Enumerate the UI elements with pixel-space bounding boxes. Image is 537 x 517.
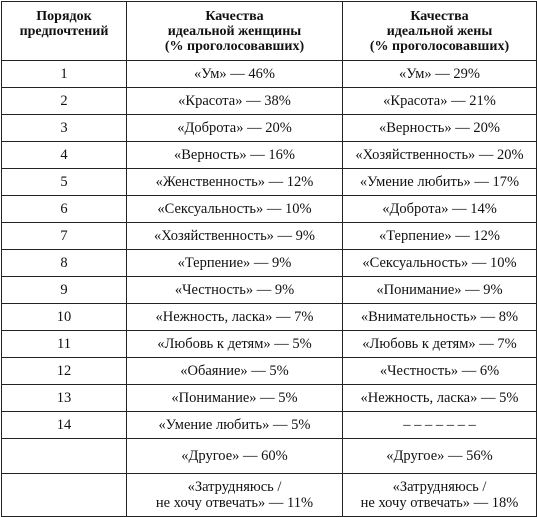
rank-cell: 3: [1, 114, 127, 142]
header-woman-line1: Качества: [205, 8, 264, 24]
wife-quality-cell: «Внимательность» — 8%: [342, 303, 537, 331]
wife-undecided-cell: «Затрудняюсь / не хочу отвечать» — 18%: [342, 473, 537, 517]
table-row: 3 «Доброта» — 20% «Верность» — 20%: [1, 114, 537, 142]
rank-cell-empty: [1, 438, 127, 474]
woman-undecided-cell: «Затрудняюсь / не хочу отвечать» — 11%: [126, 473, 343, 517]
woman-quality-cell: «Нежность, ласка» — 7%: [126, 303, 343, 331]
header-wife-line3: (% проголосовавших): [369, 38, 510, 54]
wife-undecided-line2: не хочу отвечать» — 18%: [360, 495, 519, 511]
woman-quality-cell: «Обаяние» — 5%: [126, 357, 343, 385]
woman-quality-cell: «Верность» — 16%: [126, 141, 343, 169]
table-row: 8 «Терпение» — 9% «Сексуальность» — 10%: [1, 249, 537, 277]
table-row: 14 «Умение любить» — 5% – – – – – – –: [1, 411, 537, 439]
table-row: 13 «Понимание» — 5% «Нежность, ласка» — …: [1, 384, 537, 412]
table-row: 11 «Любовь к детям» — 5% «Любовь к детям…: [1, 330, 537, 358]
rank-cell: 9: [1, 276, 127, 304]
wife-quality-cell: «Понимание» — 9%: [342, 276, 537, 304]
table-row: 9 «Честность» — 9% «Понимание» — 9%: [1, 276, 537, 304]
woman-quality-cell: «Понимание» — 5%: [126, 384, 343, 412]
woman-undecided-line2: не хочу отвечать» — 11%: [155, 495, 314, 511]
rank-cell: 6: [1, 195, 127, 223]
wife-quality-cell: «Нежность, ласка» — 5%: [342, 384, 537, 412]
header-rank-line1: Порядок: [36, 8, 92, 24]
header-woman-line2: идеальной женщины: [167, 23, 302, 39]
wife-quality-cell: «Терпение» — 12%: [342, 222, 537, 250]
table-header-row: Порядок предпочтений Качества идеальной …: [1, 1, 537, 61]
table-row-other: «Другое» — 60% «Другое» — 56%: [1, 438, 537, 474]
woman-quality-cell: «Доброта» — 20%: [126, 114, 343, 142]
woman-other-cell: «Другое» — 60%: [126, 438, 343, 474]
wife-quality-cell: «Честность» — 6%: [342, 357, 537, 385]
woman-quality-cell: «Красота» — 38%: [126, 87, 343, 115]
table-row: 12 «Обаяние» — 5% «Честность» — 6%: [1, 357, 537, 385]
rank-cell: 13: [1, 384, 127, 412]
woman-quality-cell: «Хозяйственность» — 9%: [126, 222, 343, 250]
rank-cell: 11: [1, 330, 127, 358]
woman-quality-cell: «Ум» — 46%: [126, 60, 343, 88]
table-row: 5 «Женственность» — 12% «Умение любить» …: [1, 168, 537, 196]
wife-quality-cell: – – – – – – –: [342, 411, 537, 439]
rank-cell: 7: [1, 222, 127, 250]
header-wife: Качества идеальной жены (% проголосовавш…: [342, 1, 537, 61]
header-woman: Качества идеальной женщины (% проголосов…: [126, 1, 343, 61]
rank-cell: 1: [1, 60, 127, 88]
table-row: 6 «Сексуальность» — 10% «Доброта» — 14%: [1, 195, 537, 223]
wife-quality-cell: «Любовь к детям» — 7%: [342, 330, 537, 358]
header-wife-line2: идеальной жены: [386, 23, 493, 39]
table-row: 10 «Нежность, ласка» — 7% «Внимательност…: [1, 303, 537, 331]
wife-quality-cell: «Доброта» — 14%: [342, 195, 537, 223]
wife-quality-cell: «Хозяйственность» — 20%: [342, 141, 537, 169]
table-row: 1 «Ум» — 46% «Ум» — 29%: [1, 60, 537, 88]
wife-quality-cell: «Ум» — 29%: [342, 60, 537, 88]
woman-quality-cell: «Умение любить» — 5%: [126, 411, 343, 439]
header-woman-line3: (% проголосовавших): [164, 38, 305, 54]
wife-other-cell: «Другое» — 56%: [342, 438, 537, 474]
wife-quality-cell: «Красота» — 21%: [342, 87, 537, 115]
rank-cell: 10: [1, 303, 127, 331]
wife-quality-cell: «Сексуальность» — 10%: [342, 249, 537, 277]
wife-undecided-line1: «Затрудняюсь /: [392, 479, 487, 495]
rank-cell: 2: [1, 87, 127, 115]
wife-quality-cell: «Верность» — 20%: [342, 114, 537, 142]
rank-cell: 8: [1, 249, 127, 277]
woman-quality-cell: «Терпение» — 9%: [126, 249, 343, 277]
woman-quality-cell: «Женственность» — 12%: [126, 168, 343, 196]
table-row-undecided: «Затрудняюсь / не хочу отвечать» — 11% «…: [1, 473, 537, 517]
woman-quality-cell: «Любовь к детям» — 5%: [126, 330, 343, 358]
rank-cell: 5: [1, 168, 127, 196]
table-row: 2 «Красота» — 38% «Красота» — 21%: [1, 87, 537, 115]
rank-cell: 4: [1, 141, 127, 169]
wife-quality-cell: «Умение любить» — 17%: [342, 168, 537, 196]
woman-quality-cell: «Честность» — 9%: [126, 276, 343, 304]
header-rank: Порядок предпочтений: [1, 1, 127, 61]
header-wife-line1: Качества: [410, 8, 469, 24]
rank-cell-empty: [1, 473, 127, 517]
rank-cell: 14: [1, 411, 127, 439]
rank-cell: 12: [1, 357, 127, 385]
woman-undecided-line1: «Затрудняюсь /: [187, 479, 282, 495]
header-rank-line2: предпочтений: [19, 23, 109, 39]
table-row: 4 «Верность» — 16% «Хозяйственность» — 2…: [1, 141, 537, 169]
table-row: 7 «Хозяйственность» — 9% «Терпение» — 12…: [1, 222, 537, 250]
woman-quality-cell: «Сексуальность» — 10%: [126, 195, 343, 223]
